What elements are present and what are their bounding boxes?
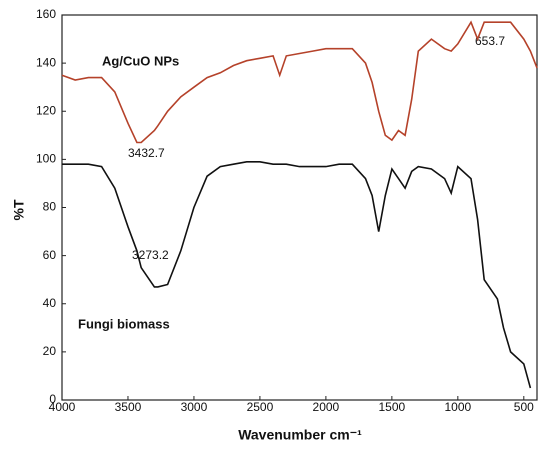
x-tick-label: 4000	[49, 400, 76, 414]
x-tick-label: 2000	[313, 400, 340, 414]
series-label: Ag/CuO NPs	[102, 53, 179, 68]
x-tick-label: 500	[514, 400, 534, 414]
y-tick-label: 140	[36, 55, 56, 69]
series-label: Fungi biomass	[78, 316, 170, 331]
y-tick-label: 40	[43, 296, 57, 310]
x-tick-label: 1000	[444, 400, 471, 414]
annotation: 3432.7	[128, 146, 165, 160]
y-tick-label: 60	[43, 248, 57, 262]
annotation: 3273.2	[132, 248, 169, 262]
y-tick-label: 160	[36, 7, 56, 21]
x-axis-title: Wavenumber cm⁻¹	[238, 427, 362, 443]
y-tick-label: 0	[49, 392, 56, 406]
y-tick-label: 20	[43, 344, 57, 358]
x-tick-label: 1500	[379, 400, 406, 414]
y-tick-label: 100	[36, 152, 56, 166]
plot-frame	[61, 14, 538, 401]
y-tick-label: 80	[43, 200, 57, 214]
series-line	[61, 20, 538, 144]
y-tick-label: 120	[36, 103, 56, 117]
series-line	[62, 161, 532, 389]
x-tick-label: 3000	[181, 400, 208, 414]
x-tick-label: 3500	[115, 400, 142, 414]
y-axis-title: %T	[11, 199, 27, 220]
annotation: 653.7	[475, 34, 505, 48]
x-tick-label: 2500	[247, 400, 274, 414]
